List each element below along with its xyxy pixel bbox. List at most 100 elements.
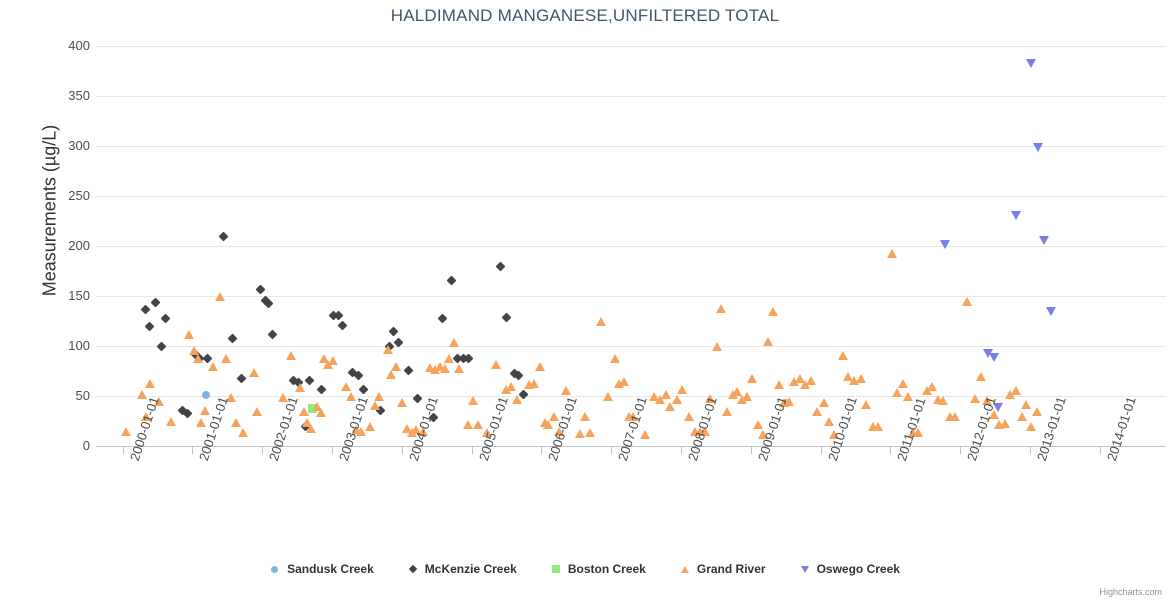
data-point[interactable]: [144, 321, 155, 331]
data-point[interactable]: [784, 397, 795, 406]
data-point[interactable]: [812, 407, 822, 416]
data-point[interactable]: [932, 395, 943, 404]
data-point[interactable]: [305, 424, 316, 433]
data-point[interactable]: [892, 388, 903, 397]
data-point[interactable]: [773, 380, 784, 389]
data-point[interactable]: [286, 351, 297, 360]
data-point[interactable]: [370, 401, 381, 410]
data-point[interactable]: [467, 396, 478, 405]
data-point[interactable]: [794, 374, 805, 383]
data-point[interactable]: [358, 384, 369, 394]
data-point[interactable]: [805, 376, 816, 385]
data-point[interactable]: [412, 393, 422, 403]
data-point[interactable]: [684, 412, 695, 421]
data-point[interactable]: [712, 342, 723, 351]
data-point[interactable]: [218, 231, 229, 241]
data-point[interactable]: [837, 351, 848, 360]
data-point[interactable]: [742, 392, 753, 401]
data-point[interactable]: [396, 398, 407, 407]
data-point[interactable]: [981, 396, 992, 405]
data-point[interactable]: [388, 326, 399, 336]
data-point[interactable]: [311, 402, 322, 411]
data-point[interactable]: [230, 418, 241, 427]
data-point[interactable]: [949, 412, 960, 421]
data-point[interactable]: [716, 304, 727, 313]
legend-item-oswego-creek[interactable]: Oswego Creek: [800, 562, 900, 576]
data-point[interactable]: [689, 427, 700, 436]
data-point[interactable]: [153, 397, 164, 406]
data-point[interactable]: [747, 374, 758, 383]
data-point[interactable]: [391, 362, 402, 371]
data-point[interactable]: [417, 427, 428, 436]
data-point[interactable]: [529, 379, 540, 388]
data-point[interactable]: [453, 364, 464, 373]
data-point[interactable]: [1026, 422, 1037, 431]
data-point[interactable]: [403, 365, 414, 375]
data-point[interactable]: [768, 307, 779, 316]
data-point[interactable]: [731, 387, 742, 396]
data-point[interactable]: [897, 379, 908, 388]
data-point[interactable]: [225, 393, 236, 402]
data-point[interactable]: [501, 312, 512, 322]
data-point[interactable]: [382, 345, 393, 354]
data-point[interactable]: [654, 395, 665, 404]
data-point[interactable]: [660, 390, 671, 399]
data-point[interactable]: [202, 391, 211, 399]
data-point[interactable]: [721, 407, 732, 416]
data-point[interactable]: [511, 395, 522, 404]
data-point[interactable]: [818, 398, 829, 407]
data-point[interactable]: [208, 362, 219, 371]
data-point[interactable]: [145, 379, 156, 388]
data-point[interactable]: [988, 410, 999, 419]
data-point[interactable]: [295, 383, 306, 392]
data-point[interactable]: [237, 428, 248, 437]
data-point[interactable]: [700, 427, 711, 436]
data-point[interactable]: [183, 330, 194, 339]
data-point[interactable]: [447, 275, 457, 285]
data-point[interactable]: [490, 360, 501, 369]
data-point[interactable]: [156, 341, 167, 351]
data-point[interactable]: [921, 386, 932, 395]
data-point[interactable]: [386, 370, 397, 379]
data-point[interactable]: [927, 382, 938, 391]
data-point[interactable]: [449, 338, 460, 347]
data-point[interactable]: [628, 412, 639, 421]
data-point[interactable]: [939, 240, 950, 249]
data-point[interactable]: [236, 373, 247, 383]
data-point[interactable]: [301, 418, 312, 427]
data-point[interactable]: [1031, 407, 1042, 416]
data-point[interactable]: [1026, 59, 1037, 68]
data-point[interactable]: [800, 380, 811, 389]
data-point[interactable]: [140, 412, 151, 421]
data-point[interactable]: [886, 249, 897, 258]
highcharts-credits[interactable]: Highcharts.com: [1099, 587, 1162, 597]
data-point[interactable]: [855, 374, 866, 383]
data-point[interactable]: [1010, 386, 1021, 395]
data-point[interactable]: [574, 429, 585, 438]
data-point[interactable]: [215, 292, 226, 301]
data-point[interactable]: [976, 372, 987, 381]
data-point[interactable]: [255, 284, 266, 294]
data-point[interactable]: [463, 420, 473, 429]
data-point[interactable]: [523, 380, 534, 389]
data-point[interactable]: [267, 329, 278, 339]
legend-item-boston-creek[interactable]: Boston Creek: [551, 562, 646, 576]
data-point[interactable]: [1000, 419, 1011, 428]
data-point[interactable]: [609, 354, 620, 363]
data-point[interactable]: [473, 420, 484, 429]
data-point[interactable]: [356, 427, 367, 436]
data-point[interactable]: [410, 425, 421, 434]
data-point[interactable]: [365, 422, 376, 431]
data-point[interactable]: [328, 356, 339, 365]
legend-item-mckenzie-creek[interactable]: McKenzie Creek: [408, 562, 517, 576]
data-point[interactable]: [199, 406, 210, 415]
data-point[interactable]: [1021, 400, 1032, 409]
data-point[interactable]: [1016, 412, 1027, 421]
data-point[interactable]: [195, 418, 206, 427]
chart-legend[interactable]: Sandusk Creek McKenzie Creek Boston Creek G…: [0, 562, 1170, 576]
data-point[interactable]: [938, 396, 949, 405]
data-point[interactable]: [150, 297, 161, 307]
data-point[interactable]: [495, 261, 506, 271]
data-point[interactable]: [337, 320, 348, 330]
legend-item-grand-river[interactable]: Grand River: [680, 562, 766, 576]
